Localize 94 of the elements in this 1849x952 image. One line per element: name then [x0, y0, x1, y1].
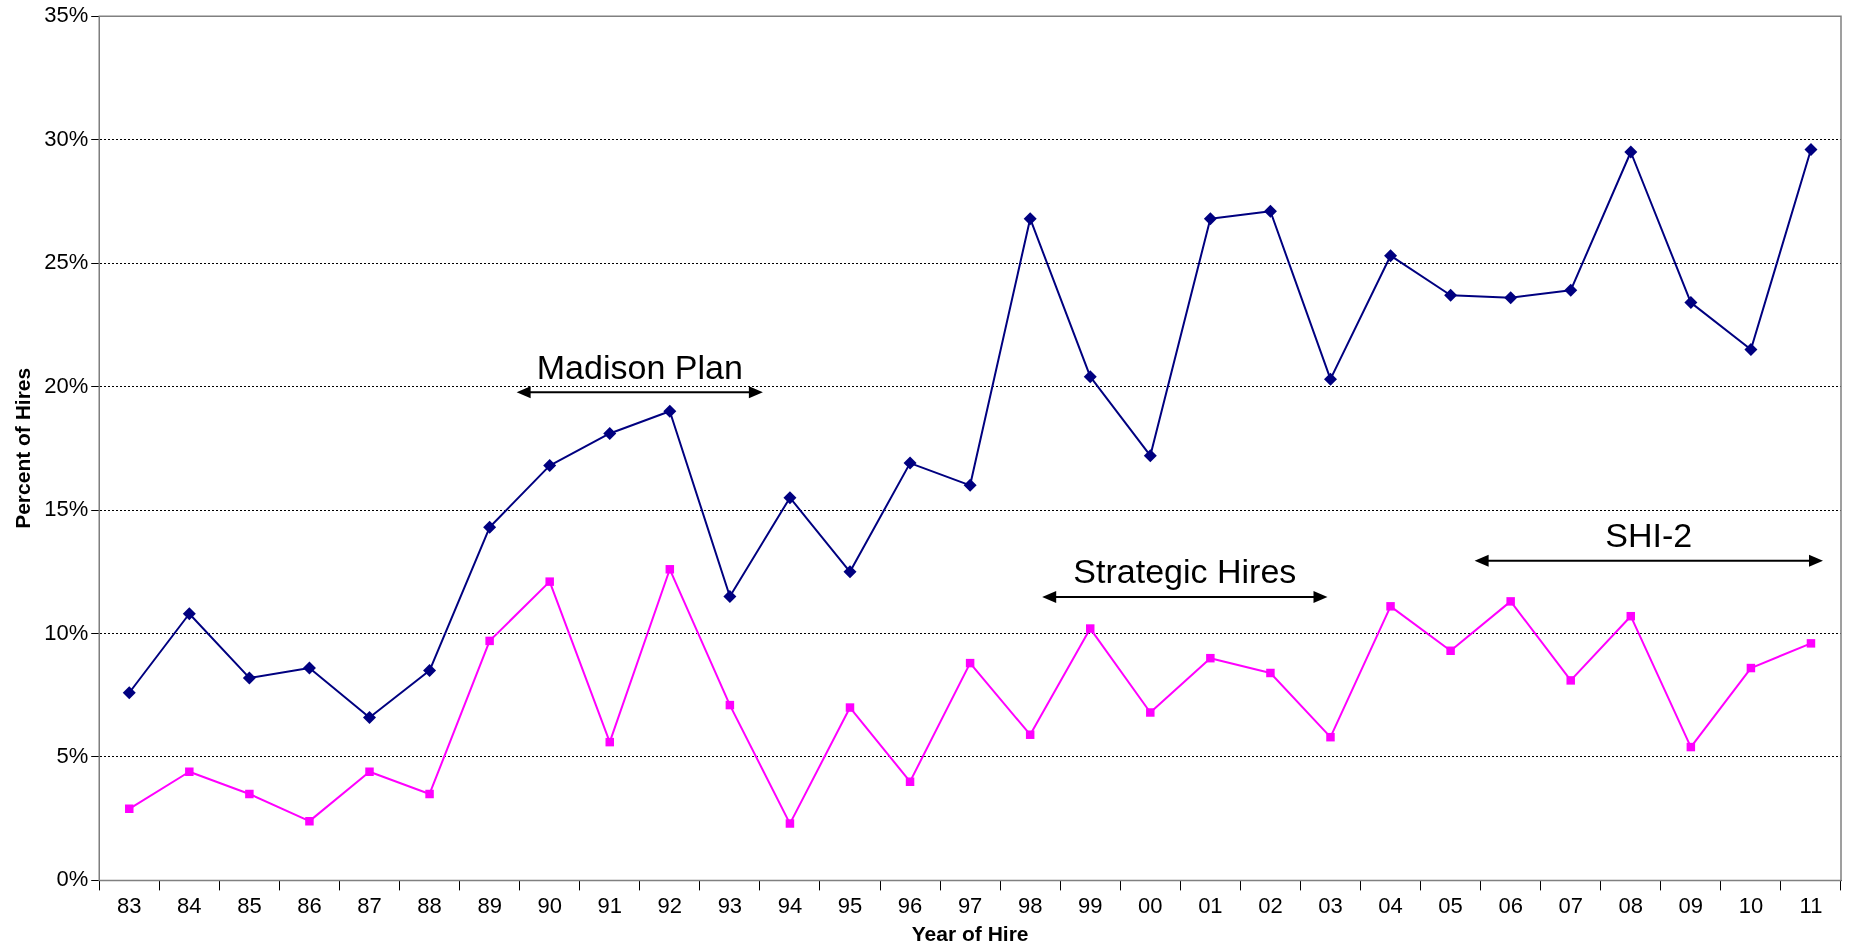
point: [423, 664, 437, 678]
point: [242, 671, 256, 685]
x-tick-label: 94: [777, 892, 803, 918]
point: [1206, 653, 1215, 663]
point: [1446, 646, 1455, 656]
point: [425, 789, 434, 799]
point: [1566, 676, 1575, 685]
point: [485, 636, 494, 646]
x-tick-label: 10: [1738, 892, 1764, 918]
x-tick-label: 06: [1498, 892, 1523, 918]
x-axis-title: Year of Hire: [911, 922, 1029, 946]
point: [1804, 143, 1818, 157]
y-tick-label: 10%: [44, 619, 89, 645]
x-tick-label: 89: [477, 892, 502, 918]
y-tick-label: 5%: [56, 743, 89, 769]
point: [603, 426, 617, 440]
y-tick-label: 30%: [44, 125, 89, 151]
point: [1263, 204, 1277, 218]
point: [483, 520, 497, 534]
point: [302, 661, 316, 675]
point: [1744, 343, 1758, 357]
x-tick-label: 07: [1558, 892, 1583, 918]
x-tick-label: 01: [1198, 892, 1223, 918]
point: [122, 686, 136, 700]
x-tick-label: 97: [957, 892, 983, 918]
point: [1684, 296, 1698, 310]
y-axis-title: Percent of Hires: [11, 367, 35, 529]
point: [1504, 291, 1518, 305]
x-tick-label: 92: [657, 892, 683, 918]
x-tick-label: 83: [117, 892, 142, 918]
x-tick-label: 84: [177, 892, 202, 918]
x-tick-label: 05: [1438, 892, 1463, 918]
point: [665, 565, 675, 574]
point: [1326, 732, 1335, 742]
point: [545, 577, 554, 586]
point: [1085, 624, 1095, 633]
point: [785, 819, 795, 828]
x-tick-label: 08: [1618, 892, 1644, 918]
point: [1506, 597, 1515, 606]
y-tick-label: 15%: [44, 496, 89, 522]
annotation: SHI-2: [1605, 516, 1693, 555]
point: [1023, 212, 1037, 226]
point: [1146, 708, 1155, 717]
point: [245, 789, 254, 799]
point: [1806, 639, 1816, 648]
point: [843, 565, 857, 579]
x-tick-label: 90: [537, 892, 562, 918]
point: [963, 478, 977, 492]
y-tick-label: 0%: [56, 866, 89, 892]
y-tick-label: 35%: [44, 2, 89, 28]
point: [305, 816, 314, 826]
annotation: Strategic Hires: [1073, 552, 1297, 591]
point: [723, 589, 737, 603]
point: [1143, 449, 1157, 463]
point: [1386, 602, 1395, 611]
x-tick-label: 02: [1258, 892, 1283, 918]
point: [1384, 249, 1398, 263]
point: [185, 767, 194, 776]
point: [663, 404, 677, 418]
x-tick-label: 99: [1078, 892, 1103, 918]
x-tick-label: 85: [237, 892, 262, 918]
point: [903, 456, 917, 470]
point: [905, 777, 915, 786]
point: [1624, 145, 1638, 159]
y-tick-label: 20%: [44, 372, 89, 398]
point: [1323, 372, 1337, 386]
x-tick-label: 87: [357, 892, 382, 918]
point: [1203, 212, 1217, 226]
x-tick-label: 00: [1138, 892, 1163, 918]
point: [1444, 288, 1458, 302]
x-tick-label: 03: [1318, 892, 1343, 918]
x-tick-label: 93: [717, 892, 743, 918]
x-tick-label: 11: [1799, 892, 1823, 918]
point: [1564, 283, 1578, 297]
point: [363, 710, 377, 724]
point: [783, 491, 797, 505]
x-tick-label: 86: [297, 892, 322, 918]
point: [1083, 370, 1097, 384]
point: [365, 767, 374, 776]
x-tick-label: 88: [417, 892, 442, 918]
point: [182, 607, 196, 621]
point: [125, 804, 134, 814]
y-tick-label: 25%: [44, 249, 89, 275]
annotation: Madison Plan: [536, 347, 743, 386]
x-tick-label: 91: [597, 892, 622, 918]
point: [845, 703, 855, 712]
x-tick-label: 95: [837, 892, 863, 918]
point: [543, 459, 557, 473]
x-tick-label: 98: [1017, 892, 1043, 918]
x-tick-label: 04: [1378, 892, 1403, 918]
x-tick-label: 09: [1678, 892, 1704, 918]
point: [1025, 730, 1035, 739]
point: [1266, 668, 1275, 678]
x-tick-label: 96: [897, 892, 923, 918]
